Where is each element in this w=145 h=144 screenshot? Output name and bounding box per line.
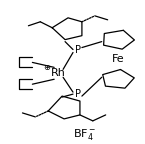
Text: Fe: Fe bbox=[112, 54, 125, 65]
Text: Rh: Rh bbox=[51, 68, 66, 78]
Text: P: P bbox=[75, 89, 81, 99]
Text: BF$_4^-$: BF$_4^-$ bbox=[73, 127, 97, 142]
Text: P: P bbox=[75, 44, 81, 55]
Text: ⊕: ⊕ bbox=[43, 63, 50, 72]
